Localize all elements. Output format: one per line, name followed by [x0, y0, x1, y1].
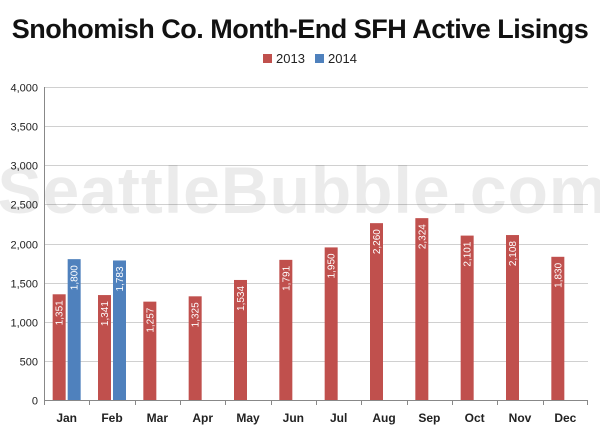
data-label: 1,783 — [115, 266, 126, 291]
bars: 1,351 1,800 1,341 1,783 1,257 1,325 1,534 1,791… — [52, 218, 565, 400]
bar-2013-dec — [551, 256, 565, 400]
bar-2013-nov — [506, 235, 519, 400]
data-label: 1,534 — [236, 286, 247, 311]
x-tick-label: Oct — [465, 411, 485, 425]
bar-2013-oct — [460, 235, 474, 400]
bar-2013-mar — [143, 301, 157, 400]
bar-2013-sep — [415, 218, 429, 400]
data-label: 1,257 — [145, 307, 156, 332]
legend-swatch-2014 — [315, 54, 324, 63]
y-tick-label: 500 — [20, 357, 38, 369]
bar-2013-aug — [370, 223, 383, 400]
y-tick-label: 1,500 — [10, 279, 38, 291]
bar-2013-jul — [324, 247, 338, 400]
bar-2014-feb — [113, 260, 126, 400]
data-label: 1,791 — [281, 265, 292, 290]
y-tick-label: 2,500 — [10, 200, 38, 212]
y-tick-label: 0 — [32, 396, 38, 408]
bar-2013-feb — [98, 295, 111, 400]
x-tick-label: Jun — [283, 411, 304, 425]
x-tick-label: Aug — [372, 411, 395, 425]
y-tick-label: 2,000 — [10, 240, 38, 252]
bar-2013-jun — [279, 259, 293, 400]
x-tick-label: Dec — [554, 411, 576, 425]
y-tick-label: 3,000 — [10, 161, 38, 173]
bar-2013-apr — [188, 296, 202, 400]
x-tick-label: Apr — [192, 411, 213, 425]
x-tick-label: Jan — [56, 411, 77, 425]
legend-swatch-2013 — [263, 54, 272, 63]
x-tick-label: Nov — [509, 411, 532, 425]
data-label: 2,260 — [372, 229, 383, 254]
x-tick-label: May — [236, 411, 260, 425]
y-tick-label: 1,000 — [10, 318, 38, 330]
x-tick-label: Feb — [101, 411, 122, 425]
bar-2013-jan — [52, 294, 66, 400]
legend-label-2014: 2014 — [328, 51, 357, 66]
data-label: 2,324 — [417, 224, 428, 249]
bar-2014-jan — [67, 259, 81, 400]
data-label: 1,351 — [55, 300, 66, 325]
data-label: 2,108 — [508, 241, 519, 266]
y-axis: 0 500 1,000 1,500 2,000 2,500 3,000 3,500 4,000 — [10, 83, 45, 408]
x-tick-label: Sep — [418, 411, 440, 425]
legend: 2013 2014 — [263, 51, 357, 66]
bar-2013-may — [234, 279, 247, 400]
chart-title: Snohomish Co. Month-End SFH Active Lisin… — [12, 14, 589, 44]
x-axis: Jan Feb Mar Apr May Jun Jul Aug Sep Oct Nov Dec — [44, 400, 588, 425]
watermark: SeattleBubble.com — [0, 153, 600, 227]
data-label: 1,950 — [327, 253, 338, 278]
data-label: 1,325 — [191, 302, 202, 327]
data-label: 2,101 — [463, 241, 474, 266]
data-label: 1,830 — [553, 262, 564, 287]
x-tick-label: Mar — [147, 411, 169, 425]
y-tick-label: 4,000 — [10, 83, 38, 95]
y-tick-label: 3,500 — [10, 122, 38, 134]
gridlines — [44, 87, 588, 362]
legend-label-2013: 2013 — [276, 51, 305, 66]
data-label: 1,800 — [70, 265, 81, 290]
x-tick-label: Jul — [330, 411, 347, 425]
data-label: 1,341 — [100, 301, 111, 326]
